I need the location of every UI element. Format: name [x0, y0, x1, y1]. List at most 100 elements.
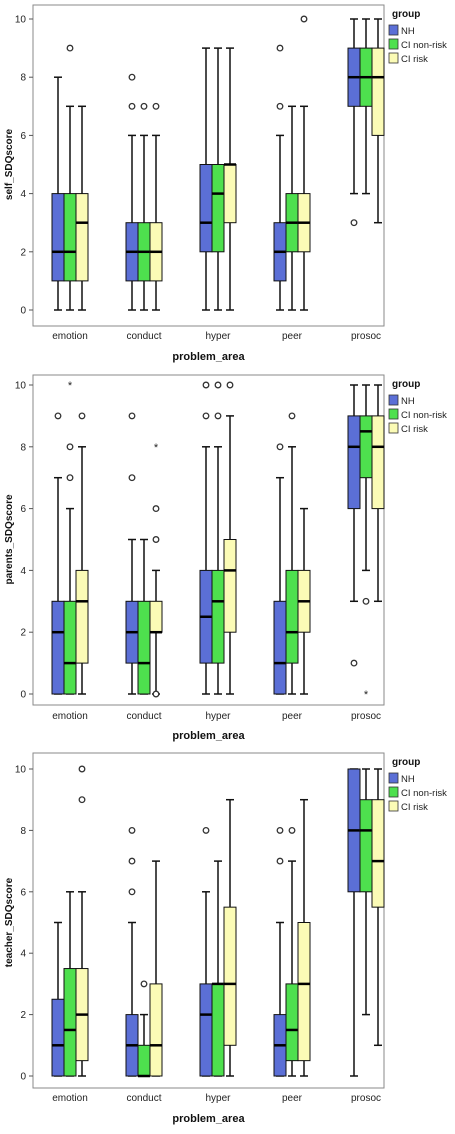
legend-label: CI risk — [401, 802, 428, 813]
outlier-point — [128, 826, 136, 834]
y-tick-label: 10 — [15, 381, 27, 392]
x-axis-label: problem_area — [172, 730, 245, 742]
box-emotion-ci-risk — [75, 105, 89, 311]
legend-swatch — [388, 52, 399, 64]
outlier-point — [214, 381, 222, 389]
outlier-point — [362, 597, 370, 605]
x-tick-label: hyper — [205, 711, 231, 722]
x-tick-label: emotion — [52, 711, 88, 722]
outlier-point — [140, 980, 148, 988]
box-iqr — [371, 799, 385, 908]
box-prosoc-ci-non-risk — [359, 768, 373, 1016]
outlier-point — [66, 443, 74, 451]
outlier-point — [128, 73, 136, 81]
box-iqr — [51, 998, 65, 1077]
x-axis-label: problem_area — [172, 351, 245, 363]
box-hyper-ci-risk — [223, 47, 237, 311]
outlier-point — [128, 474, 136, 482]
legend-swatch — [388, 408, 399, 420]
box-iqr — [211, 164, 225, 253]
box-iqr — [75, 569, 89, 664]
x-tick-label: peer — [282, 711, 303, 722]
box-iqr — [223, 539, 237, 633]
box-iqr — [297, 922, 311, 1062]
self-sdq-chart-panel: 0 2 4 6 8 10 self_SDQscore emotion conduct hyper p… — [0, 0, 455, 370]
box-peer-ci-risk — [297, 798, 311, 1077]
box-emotion-ci-risk — [75, 765, 89, 1077]
box-hyper-ci-non-risk — [211, 381, 225, 695]
y-tick-label: 0 — [20, 1072, 26, 1083]
box-iqr — [371, 415, 385, 510]
box-prosoc-nh — [347, 18, 361, 227]
x-tick-label: hyper — [205, 331, 231, 342]
legend: group NH CI non-risk CI risk — [388, 757, 447, 813]
box-iqr — [211, 569, 225, 664]
extreme-marker: * — [154, 442, 159, 454]
outlier-point — [128, 888, 136, 896]
box-conduct-ci-non-risk — [137, 102, 151, 311]
box-iqr — [63, 193, 77, 282]
y-axis-label: parents_SDQscore — [4, 494, 15, 584]
legend: group NH CI non-risk CI risk — [388, 379, 447, 435]
legend-swatch — [388, 786, 399, 798]
y-tick-label: 8 — [20, 826, 26, 837]
y-tick-label: 6 — [20, 131, 26, 142]
y-tick-label: 6 — [20, 887, 26, 898]
outlier-point — [152, 536, 160, 543]
box-prosoc-nh — [347, 384, 361, 667]
legend-swatch — [388, 394, 399, 406]
box-hyper-nh — [199, 826, 213, 1077]
box-peer-nh — [273, 44, 287, 311]
outlier-point — [152, 505, 160, 513]
box-emotion-ci-non-risk — [63, 443, 77, 695]
box-peer-ci-non-risk — [285, 412, 299, 695]
box-iqr — [359, 799, 373, 893]
legend-swatch — [388, 38, 399, 50]
box-iqr — [137, 600, 151, 695]
teacher-sdq-chart-panel: 0 2 4 6 8 10 teacher_SDQscore emotion conduct hyp… — [0, 748, 455, 1129]
box-prosoc-ci-risk — [371, 18, 385, 224]
extreme-marker: * — [68, 380, 73, 392]
legend-title: group — [392, 757, 420, 768]
y-tick-label: 8 — [20, 73, 26, 84]
box-hyper-nh — [199, 381, 213, 695]
y-tick-label: 4 — [20, 566, 26, 577]
legend-title: group — [392, 379, 420, 390]
outlier-point — [66, 474, 74, 482]
box-conduct-ci-risk — [149, 102, 163, 311]
legend-label: CI risk — [401, 424, 428, 435]
x-tick-label: conduct — [126, 1093, 161, 1104]
box-iqr — [223, 164, 237, 224]
parents-sdq-chart-panel: 0 2 4 6 8 10 parents_SDQscore * * * emotion conduct… — [0, 370, 455, 748]
box-hyper-nh — [199, 47, 213, 311]
outlier-point — [214, 412, 222, 420]
outlier-point — [152, 102, 160, 110]
legend-swatch — [388, 422, 399, 434]
box-iqr — [63, 968, 77, 1077]
outlier-point — [140, 102, 148, 110]
box-iqr — [51, 600, 65, 695]
box-hyper-ci-risk — [223, 798, 237, 1077]
legend-swatch — [388, 24, 399, 36]
y-tick-label: 10 — [15, 765, 27, 776]
y-tick-label: 4 — [20, 189, 26, 200]
outlier-point — [276, 857, 284, 865]
legend-label: CI risk — [401, 54, 428, 65]
box-iqr — [199, 164, 213, 253]
x-tick-label: peer — [282, 1093, 303, 1104]
y-axis-label: self_SDQscore — [4, 128, 15, 200]
box-peer-nh — [273, 443, 287, 695]
outlier-point — [128, 102, 136, 110]
x-tick-label: prosoc — [351, 1093, 381, 1104]
legend-swatch — [388, 800, 399, 812]
box-emotion-ci-non-risk — [63, 44, 77, 311]
outlier-point — [276, 826, 284, 834]
legend-label: NH — [401, 26, 415, 37]
box-conduct-ci-non-risk — [137, 980, 151, 1078]
box-iqr — [149, 600, 163, 633]
box-emotion-ci-non-risk — [63, 891, 77, 1077]
box-hyper-ci-risk — [223, 381, 237, 695]
x-tick-label: peer — [282, 331, 303, 342]
outlier-point — [152, 690, 160, 698]
